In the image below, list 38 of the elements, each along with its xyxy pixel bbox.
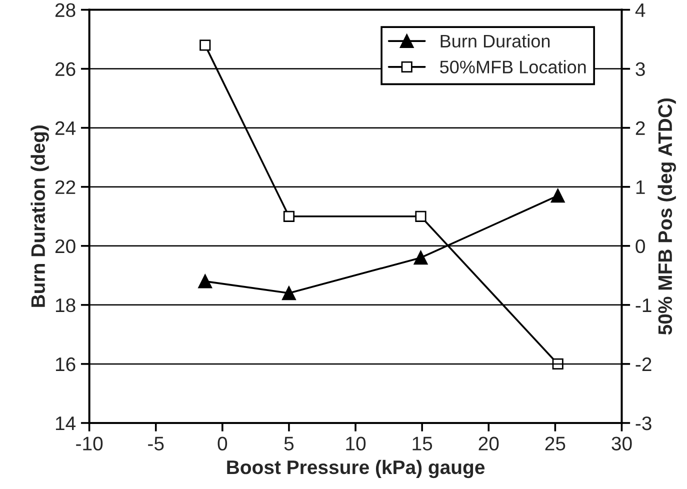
y2-tick-label: -3 <box>636 416 652 430</box>
y2-tick-label: 4 <box>635 3 646 17</box>
point <box>200 40 211 51</box>
y-tick-label: 28 <box>55 3 76 18</box>
point <box>283 210 295 222</box>
point <box>414 250 428 265</box>
point <box>415 210 426 222</box>
y-tick-label: 16 <box>56 357 76 372</box>
y-tick-label: 26 <box>55 62 76 76</box>
x-tick-label: 10 <box>346 436 366 450</box>
y2-tick-label: 2 <box>636 121 645 135</box>
y2-tick-label: 1 <box>636 180 645 194</box>
y-tick-label: 22 <box>55 180 76 194</box>
point <box>198 274 212 288</box>
y2-axis-title: 50% MFB Pos (deg ATDC) <box>658 98 676 335</box>
y-tick-label: 20 <box>55 239 76 254</box>
x-axis-title: Boost Pressure (kPa) gauge <box>227 460 485 478</box>
y2-tick-label: 0 <box>636 239 645 254</box>
y-tick-label: 14 <box>56 416 76 430</box>
point <box>282 286 296 300</box>
x-tick-label: 20 <box>478 436 499 450</box>
x-tick-label: -5 <box>148 436 164 450</box>
y2-tick-label: 3 <box>636 62 645 76</box>
x-tick-label: 15 <box>412 436 432 450</box>
x-tick-label: 25 <box>545 436 566 450</box>
x-tick-label: -10 <box>76 436 103 450</box>
y2-tick-label: -2 <box>636 357 652 371</box>
y-axis-title: Burn Duration (deg) <box>30 126 49 307</box>
y-tick-label: 24 <box>55 121 76 135</box>
y2-tick-label: -1 <box>636 298 652 312</box>
legend-label: 50%MFB Location <box>440 60 586 74</box>
point <box>552 358 564 370</box>
x-tick-label: 0 <box>218 436 228 450</box>
x-tick-label: 5 <box>284 436 294 450</box>
legend-label: Burn Duration <box>440 34 550 48</box>
x-tick-label: 30 <box>612 436 632 450</box>
point <box>550 188 565 203</box>
y-tick-label: 18 <box>56 298 76 312</box>
